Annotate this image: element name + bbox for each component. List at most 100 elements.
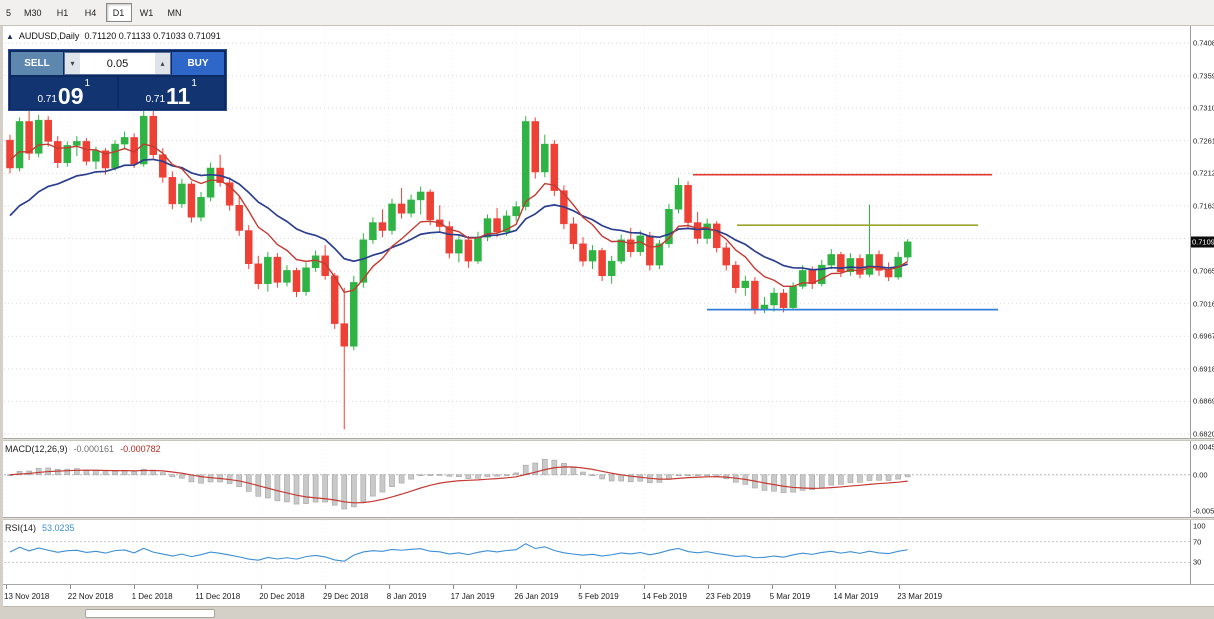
- bottom-frame: [0, 606, 1214, 619]
- horizontal-scrollbar-thumb[interactable]: [85, 609, 215, 618]
- buy-price-big-digits: 11: [166, 83, 191, 110]
- time-axis[interactable]: 13 Nov 2018 22 Nov 2018 1 Dec 2018 11 Dec 2…: [0, 584, 1214, 606]
- chevron-down-icon: ▾: [70, 58, 75, 68]
- rsi-header: RSI(14) 53.0235: [5, 523, 75, 533]
- buy-price-display[interactable]: 0.71 11 1: [118, 77, 224, 110]
- sell-price-big-digits: 09: [57, 83, 84, 110]
- buy-price-prefix: 0.71: [145, 94, 166, 105]
- volume-increase-button[interactable]: ▴: [155, 53, 170, 74]
- chart-ohlc-values: 0.71120 0.71133 0.71033 0.71091: [84, 31, 221, 41]
- time-axis-tick: [69, 585, 71, 589]
- date-label: 22 Nov 2018: [67, 592, 114, 601]
- time-axis-tick: [644, 585, 645, 589]
- rsi-value: 53.0235: [42, 523, 75, 533]
- date-label: 14 Feb 2019: [642, 592, 687, 601]
- window-frame-left: [0, 26, 3, 619]
- volume-control: ▾ ▴: [64, 52, 171, 75]
- macd-chart-canvas[interactable]: [0, 441, 1190, 517]
- macd-scale-label: 0.00: [1193, 470, 1208, 480]
- rsi-scale-label: 100: [1193, 521, 1206, 531]
- timeframe-h1-button[interactable]: H1: [50, 3, 76, 22]
- date-label: 11 Dec 2018: [195, 592, 241, 601]
- rsi-scale-label: 70: [1193, 537, 1202, 547]
- timeframe-w1-button[interactable]: W1: [134, 3, 160, 22]
- date-label: 13 Nov 2018: [4, 592, 50, 601]
- buy-button[interactable]: BUY: [172, 52, 224, 75]
- timeframe-d1-button[interactable]: D1: [105, 3, 132, 22]
- date-label: 5 Feb 2019: [578, 592, 619, 601]
- macd-main-value: -0.000161: [73, 444, 115, 454]
- sell-price-pip-digit: 1: [84, 78, 91, 89]
- price-scale-label: 0.68200: [1193, 429, 1214, 439]
- one-click-panel-toggle-icon[interactable]: ▲: [6, 31, 14, 41]
- timeframe-mn-button[interactable]: MN: [162, 3, 188, 22]
- time-axis-tick: [771, 585, 773, 589]
- time-axis-tick: [133, 585, 135, 589]
- timeframe-m30-button[interactable]: M30: [18, 3, 48, 22]
- time-axis-tick: [835, 585, 837, 589]
- sell-button[interactable]: SELL: [11, 52, 63, 75]
- chart-window: ▲ AUDUSD,Daily 0.71120 0.71133 0.71033 0…: [0, 26, 1214, 619]
- macd-scale-label: -0.005899: [1193, 506, 1214, 516]
- time-axis-tick: [6, 585, 7, 589]
- time-axis-tick: [516, 585, 518, 589]
- date-label: 26 Jan 2019: [514, 592, 559, 601]
- time-axis-tick: [580, 585, 582, 589]
- date-label: 23 Feb 2019: [705, 592, 751, 601]
- chart-symbol-period: AUDUSD,Daily: [18, 31, 80, 41]
- current-price-tag: 0.71091: [1191, 236, 1214, 248]
- rsi-chart-canvas[interactable]: [0, 520, 1190, 584]
- rsi-label: RSI(14): [5, 523, 37, 533]
- date-label: 1 Dec 2018: [131, 592, 173, 601]
- chevron-up-icon: ▴: [160, 58, 165, 68]
- time-axis-tick: [388, 585, 390, 589]
- candlestick-chart-canvas[interactable]: [0, 26, 1190, 438]
- macd-header: MACD(12,26,9) -0.000161 -0.000782: [5, 444, 161, 454]
- date-label: 8 Jan 2019: [386, 592, 427, 601]
- timeframe-h4-button[interactable]: H4: [78, 3, 104, 22]
- macd-signal-value: -0.000782: [120, 444, 161, 454]
- macd-signal-line: [9, 466, 908, 504]
- date-label: 17 Jan 2019: [450, 592, 495, 601]
- date-label: 29 Dec 2018: [323, 592, 369, 601]
- time-axis-tick: [452, 585, 454, 589]
- time-axis-tick: [197, 585, 199, 589]
- price-panel: ▲ AUDUSD,Daily 0.71120 0.71133 0.71033 0…: [0, 26, 1214, 439]
- rsi-panel: RSI(14) 53.0235 100 70 30: [0, 520, 1214, 584]
- panel-divider[interactable]: [0, 438, 1214, 441]
- panel-divider[interactable]: [0, 517, 1214, 520]
- volume-decrease-button[interactable]: ▾: [65, 53, 80, 74]
- sell-price-display[interactable]: 0.71 09 1: [11, 77, 117, 109]
- date-label: 14 Mar 2019: [833, 592, 879, 601]
- buy-price-pip-digit: 1: [191, 78, 197, 89]
- macd-panel: MACD(12,26,9) -0.000161 -0.000782 0.0045…: [0, 441, 1214, 517]
- macd-scale: 0.004517 0.00 -0.005899: [1190, 441, 1214, 517]
- macd-scale-label: 0.004517: [1193, 442, 1214, 452]
- rsi-scale-label: 30: [1193, 557, 1202, 567]
- ma-fast-line: [9, 143, 909, 294]
- date-label: 5 Mar 2019: [769, 592, 811, 601]
- sell-price-prefix: 0.71: [37, 94, 57, 105]
- time-axis-tick: [707, 585, 709, 589]
- timeframe-toolbar: 5 M30 H1 H4 D1 W1 MN: [0, 0, 1214, 26]
- volume-input[interactable]: [80, 53, 155, 74]
- ma-slow-line: [9, 158, 908, 271]
- rsi-scale: 100 70 30: [1190, 520, 1214, 584]
- date-label: 23 Mar 2019: [897, 592, 943, 601]
- time-axis-tick: [899, 585, 901, 589]
- rsi-line: [9, 543, 908, 562]
- timeframe-m5-button[interactable]: 5: [1, 3, 16, 22]
